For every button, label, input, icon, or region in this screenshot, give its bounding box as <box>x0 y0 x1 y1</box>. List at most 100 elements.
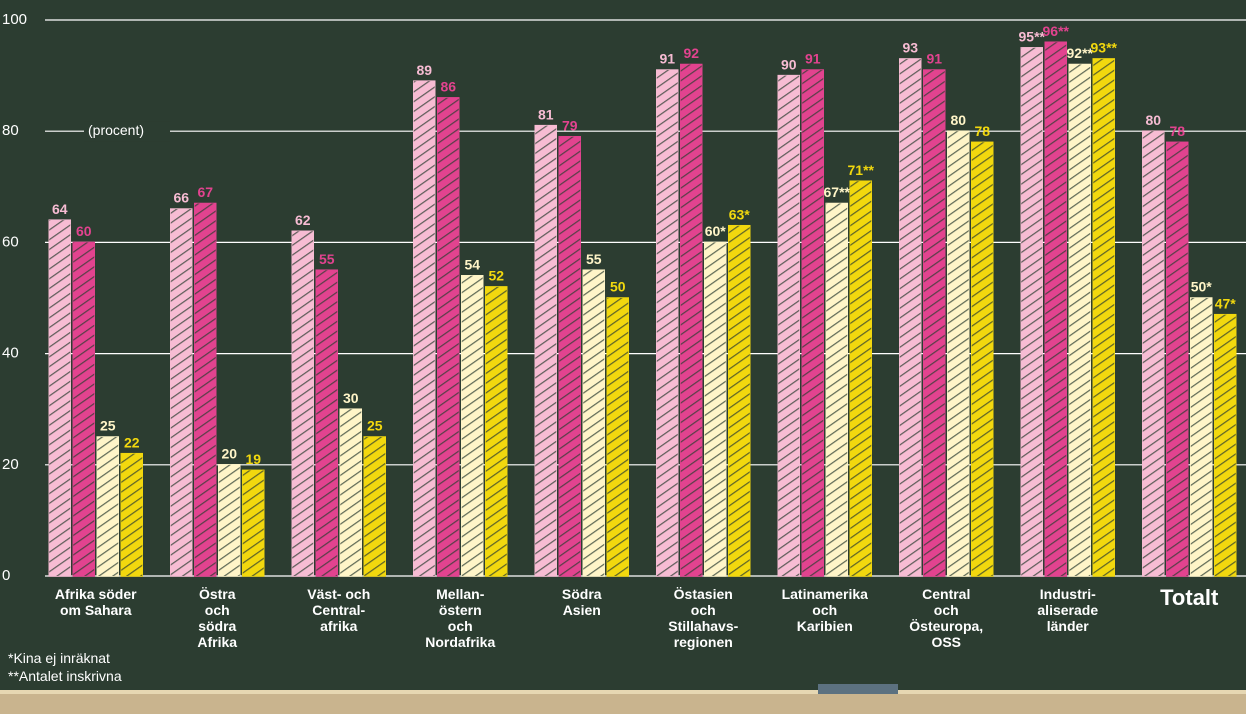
value-label: 52 <box>488 268 504 284</box>
chalk-tray-edge <box>0 690 1246 694</box>
x-tick-label: Södra Asien <box>522 586 642 618</box>
bar-hatch <box>97 437 118 576</box>
value-label: 78 <box>974 123 990 139</box>
value-label: 92 <box>683 45 699 61</box>
x-tick-label: Väst- och Central- afrika <box>279 586 399 634</box>
value-label: 19 <box>245 451 261 467</box>
bar-hatch <box>462 276 483 576</box>
bar-hatch <box>219 465 240 576</box>
bar-hatch <box>1191 298 1212 576</box>
bar-hatch <box>364 437 385 576</box>
eraser <box>818 684 898 694</box>
bar-hatch <box>1167 142 1188 576</box>
bar-hatch <box>802 70 823 576</box>
bar-hatch <box>607 298 628 576</box>
y-tick-label: 20 <box>2 456 19 473</box>
value-label: 67** <box>824 184 851 200</box>
value-label: 22 <box>124 434 140 450</box>
bar-hatch <box>1143 131 1164 576</box>
bar-hatch <box>292 231 313 576</box>
value-label: 91 <box>926 51 942 67</box>
y-tick-label: 100 <box>2 11 27 28</box>
y-tick-label: 0 <box>2 567 10 584</box>
value-label: 80 <box>1145 112 1161 128</box>
value-label: 93** <box>1091 40 1118 56</box>
bar-hatch <box>583 270 604 576</box>
x-tick-label: Totalt <box>1129 586 1246 610</box>
value-label: 63* <box>729 206 751 222</box>
bar-hatch <box>778 76 799 576</box>
chart: 0 20 40 60 80 100 (procent) 64 60 25 22 66 67 20 19 62 5… <box>0 0 1246 714</box>
bar-hatch <box>1021 48 1042 576</box>
bar-hatch <box>826 203 847 576</box>
value-label: 55 <box>319 251 335 267</box>
value-label: 67 <box>197 184 213 200</box>
bar-hatch <box>948 131 969 576</box>
x-tick-label: Mellan- östern och Nordafrika <box>400 586 520 650</box>
bar-hatch <box>121 454 142 576</box>
value-label: 78 <box>1169 123 1185 139</box>
bar-hatch <box>559 137 580 576</box>
bar-hatch <box>900 59 921 576</box>
footnote: **Antalet inskrivna <box>8 668 122 684</box>
bar-hatch <box>705 242 726 576</box>
value-label: 64 <box>52 201 68 217</box>
value-label: 93 <box>902 40 918 56</box>
chalk-tray <box>0 692 1246 714</box>
value-label: 91 <box>659 51 675 67</box>
value-label: 80 <box>950 112 966 128</box>
bar-hatch <box>73 242 94 576</box>
y-tick-label: 40 <box>2 345 19 362</box>
value-label: 25 <box>100 418 116 434</box>
value-label: 62 <box>295 212 311 228</box>
bar-hatch <box>49 220 70 576</box>
value-label: 92** <box>1067 45 1094 61</box>
bar-hatch <box>486 287 507 576</box>
value-label: 96** <box>1043 23 1070 39</box>
bar-hatch <box>535 126 556 576</box>
bar-hatch <box>1069 64 1090 576</box>
value-label: 50* <box>1191 279 1213 295</box>
y-tick-label: 60 <box>2 233 19 250</box>
value-label: 81 <box>538 106 554 122</box>
value-label: 50 <box>610 279 626 295</box>
bar-hatch <box>972 142 993 576</box>
bar-hatch <box>316 270 337 576</box>
value-label: 90 <box>781 56 797 72</box>
value-label: 54 <box>464 256 480 272</box>
bar-hatch <box>924 70 945 576</box>
footnote: *Kina ej inräknat <box>8 650 110 666</box>
bar-hatch <box>850 181 871 576</box>
y-tick-label: 80 <box>2 122 19 139</box>
x-tick-label: Central och Östeuropa, OSS <box>886 586 1006 650</box>
value-label: 60 <box>76 223 92 239</box>
x-tick-label: Industri- aliserade länder <box>1008 586 1128 634</box>
bar-hatch <box>657 70 678 576</box>
value-label: 86 <box>440 79 456 95</box>
value-label: 60* <box>705 223 727 239</box>
x-tick-label: Östasien och Stillahavs- regionen <box>643 586 763 650</box>
annotation: (procent) <box>88 122 144 138</box>
value-label: 66 <box>173 190 189 206</box>
value-label: 71** <box>848 162 875 178</box>
x-tick-label: Afrika söder om Sahara <box>36 586 156 618</box>
value-label: 25 <box>367 418 383 434</box>
bar-hatch <box>195 203 216 576</box>
bar-hatch <box>1045 42 1066 576</box>
bar-hatch <box>414 81 435 576</box>
value-label: 47* <box>1215 295 1237 311</box>
x-tick-label: Latinamerika och Karibien <box>765 586 885 634</box>
bar-hatch <box>729 226 750 576</box>
bar-hatch <box>1093 59 1114 576</box>
value-label: 91 <box>805 51 821 67</box>
value-label: 95** <box>1019 29 1046 45</box>
bar-hatch <box>171 209 192 576</box>
x-tick-label: Östra och södra Afrika <box>157 586 277 650</box>
bar-hatch <box>1215 315 1236 576</box>
bar-hatch <box>438 98 459 576</box>
value-label: 89 <box>416 62 432 78</box>
value-label: 20 <box>221 446 237 462</box>
bar-hatch <box>340 409 361 576</box>
value-label: 55 <box>586 251 602 267</box>
bar-hatch <box>243 470 264 576</box>
